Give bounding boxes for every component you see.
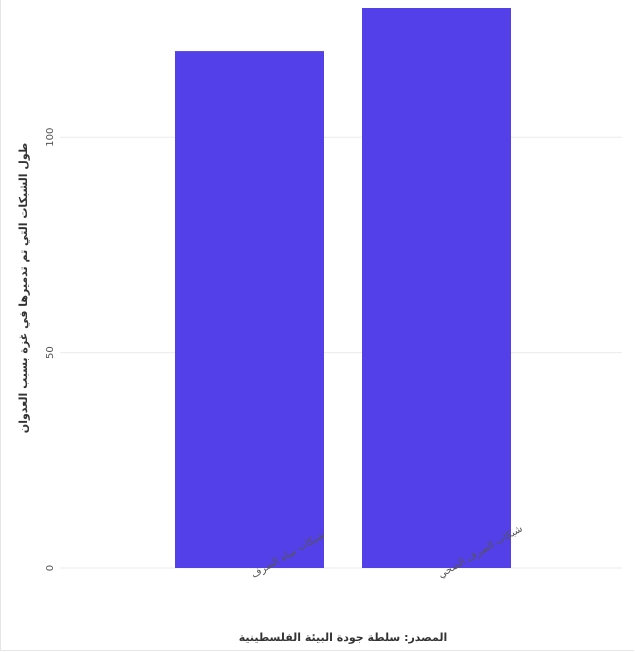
bar xyxy=(362,8,511,568)
y-axis-ticks: 0 50 100 xyxy=(45,128,56,572)
grid-lines xyxy=(60,136,622,569)
y-axis-title: طول الشبكات التي تم تدميرها في غزة بسبب … xyxy=(17,143,30,433)
x-axis-title: المصدر: سلطة جودة البيئة الفلسطينية xyxy=(239,631,448,644)
bars xyxy=(175,8,511,569)
y-tick-label: 100 xyxy=(45,128,56,147)
y-tick-label: 50 xyxy=(45,346,56,359)
y-tick-label: 0 xyxy=(45,565,56,571)
bar xyxy=(175,51,324,569)
